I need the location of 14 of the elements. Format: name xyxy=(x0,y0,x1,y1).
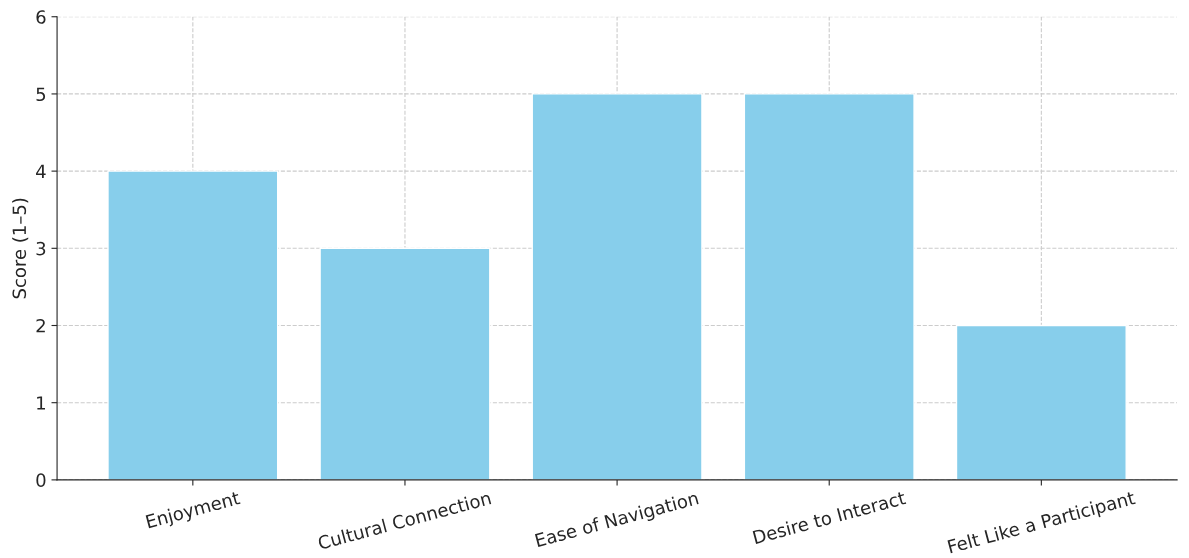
y-tick-label: 4 xyxy=(36,164,46,178)
bar xyxy=(319,247,491,480)
y-tick-label: 5 xyxy=(36,87,46,102)
bar xyxy=(107,170,279,480)
bar xyxy=(531,93,703,480)
y-tick-label: 2 xyxy=(36,318,45,333)
y-tick-label: 1 xyxy=(37,396,45,410)
bar xyxy=(955,324,1127,480)
y-axis-title: Score (1–5) xyxy=(12,198,29,299)
y-tick-label: 0 xyxy=(36,473,46,487)
y-tick-label: 3 xyxy=(36,241,46,256)
y-tick-label: 6 xyxy=(36,10,46,24)
bar xyxy=(743,93,915,480)
x-tick-label: Desire to Interact xyxy=(752,490,907,545)
